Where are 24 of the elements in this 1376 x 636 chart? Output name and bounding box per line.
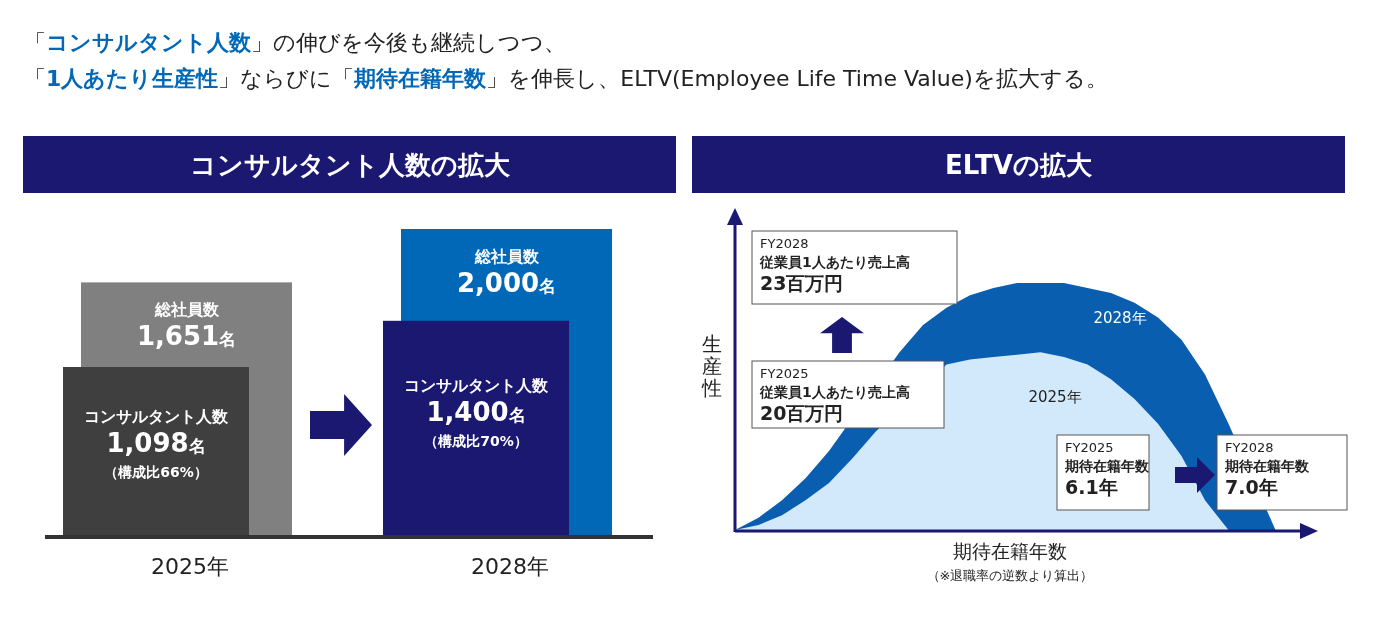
data-label: 1,400名 xyxy=(426,397,526,428)
series-label: コンサルタント人数 xyxy=(84,407,229,427)
series-label: 2028年 xyxy=(1093,309,1147,327)
annotation: FY2028 従業員1人あたり売上高 23百万円 xyxy=(759,236,910,294)
annotation: （構成比70%） xyxy=(424,433,528,450)
annotation: （構成比66%） xyxy=(104,464,208,481)
data-label: 1,651名 xyxy=(136,321,237,352)
data-label: 2,000名 xyxy=(456,268,557,298)
series-label: 2025年 xyxy=(1028,388,1082,406)
text: 総社員数 xyxy=(474,247,539,266)
bar xyxy=(383,320,569,535)
x-axis-title: 期待在籍年数 xyxy=(953,540,1067,562)
chart-title: コンサルタント人数の拡大 xyxy=(189,150,511,180)
data-label: 1,098名 xyxy=(106,428,206,459)
annotation: FY2025 従業員1人あたり売上高 20百万円 xyxy=(759,366,910,424)
y-axis-title: 生産性 xyxy=(701,332,722,400)
text: 「コンサルタント人数」の伸びを今後も継続しつつ、 xyxy=(24,30,566,55)
chart-title: ELTVの拡大 xyxy=(945,150,1093,180)
annotation: FY2028 期待在籍年数 7.0年 xyxy=(1224,440,1310,498)
text: （※退職率の逆数より算出） xyxy=(926,568,1094,583)
text: 「1人あたり生産性」ならびに「期待在籍年数」を伸長し、ELTV(Employee Life Time Value)を拡大する。 xyxy=(24,66,1108,91)
series-label: 総社員数 xyxy=(153,300,220,320)
annotation: FY2025 期待在籍年数 6.1年 xyxy=(1064,440,1150,498)
text: コンサルタント人数 xyxy=(404,376,548,396)
